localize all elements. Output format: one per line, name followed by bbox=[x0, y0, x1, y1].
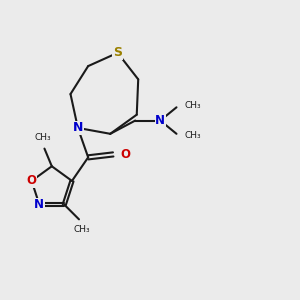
Text: N: N bbox=[73, 122, 83, 134]
Text: CH₃: CH₃ bbox=[185, 131, 201, 140]
Text: CH₃: CH₃ bbox=[185, 101, 201, 110]
Text: CH₃: CH₃ bbox=[35, 133, 51, 142]
Text: CH₃: CH₃ bbox=[74, 225, 90, 234]
Text: N: N bbox=[34, 198, 44, 211]
Text: O: O bbox=[27, 174, 37, 188]
Text: O: O bbox=[121, 148, 130, 161]
Text: N: N bbox=[155, 114, 165, 127]
Text: S: S bbox=[113, 46, 122, 59]
